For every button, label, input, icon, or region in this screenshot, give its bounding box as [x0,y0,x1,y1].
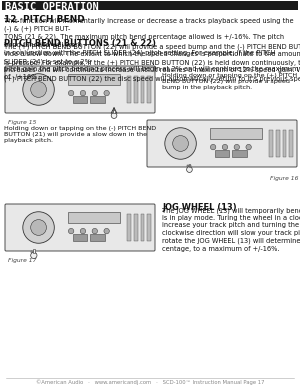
Circle shape [246,144,251,150]
Bar [128,76,131,103]
Circle shape [210,144,216,150]
Text: BASIC OPERATION: BASIC OPERATION [5,2,99,12]
Circle shape [111,113,117,118]
Circle shape [187,167,192,172]
Bar [187,165,188,167]
Circle shape [222,144,228,150]
Bar [114,111,115,113]
Text: 12. PITCH BEND: 12. PITCH BEND [4,15,85,24]
Circle shape [173,136,188,151]
Circle shape [92,229,98,234]
Text: ©American Audio   ·   www.americandj.com   ·   SCD-100™ Instruction Manual Page : ©American Audio · www.americandj.com · S… [36,379,264,385]
Text: This function will momentarily increase or decrease a tracks playback speed usin: This function will momentarily increase … [4,18,298,80]
Circle shape [68,229,74,234]
Circle shape [234,144,239,150]
Bar [189,165,190,167]
Circle shape [165,128,196,159]
Bar [31,251,32,253]
Bar [73,234,87,241]
Circle shape [68,90,74,96]
Bar [90,96,105,103]
Bar [232,150,247,157]
Text: The JOG WHEEL (13) will temporarily bend the pitch if a track
is in play mode. T: The JOG WHEEL (13) will temporarily bend… [162,207,300,251]
Circle shape [31,252,37,258]
Circle shape [104,90,109,96]
Bar [128,214,131,241]
Text: Figure 16: Figure 16 [270,176,298,181]
FancyBboxPatch shape [5,66,155,113]
Text: Holding down or tapping on the (-) PITCH BEND
BUTTON (21) will provide a slow do: Holding down or tapping on the (-) PITCH… [4,126,156,144]
Circle shape [23,74,54,105]
Bar [147,76,151,103]
Bar [214,150,230,157]
Bar [276,130,280,157]
Bar [188,165,189,167]
Bar [134,76,138,103]
Bar [2,1,298,10]
FancyBboxPatch shape [147,120,297,167]
Bar [33,251,34,253]
Bar [141,214,144,241]
Circle shape [31,81,46,97]
Bar [34,251,35,253]
Bar [189,163,190,167]
Bar [68,74,120,85]
FancyBboxPatch shape [5,204,155,251]
Circle shape [80,90,86,96]
Circle shape [92,90,98,96]
Bar [210,128,262,139]
Circle shape [31,220,46,236]
Bar [90,234,105,241]
Bar [113,111,114,113]
Bar [112,111,113,113]
Bar [141,76,144,103]
Circle shape [104,229,109,234]
Bar [113,109,115,113]
Bar [289,130,293,157]
Bar [283,130,286,157]
Bar [73,96,87,103]
Circle shape [80,229,86,234]
Text: PITCH BEND BUTTONS (21 & 22): PITCH BEND BUTTONS (21 & 22) [4,39,156,48]
Bar [269,130,273,157]
Text: The (+) PITCH BEND BUTTON (22) will provide a speed bump and the (-) PITCH BEND : The (+) PITCH BEND BUTTON (22) will prov… [4,43,300,81]
Bar [134,214,138,241]
Bar [68,212,120,223]
Text: JOG WHEEL (13): JOG WHEEL (13) [162,203,237,212]
Text: Figure 17: Figure 17 [8,258,37,263]
Text: Figure 15: Figure 15 [8,120,37,125]
Circle shape [23,212,54,243]
Bar [33,249,34,253]
Text: Holding down or tapping on the (+) PITCH
BEND BUTTON (22) will provide a speed
b: Holding down or tapping on the (+) PITCH… [162,73,297,90]
Bar [147,214,151,241]
